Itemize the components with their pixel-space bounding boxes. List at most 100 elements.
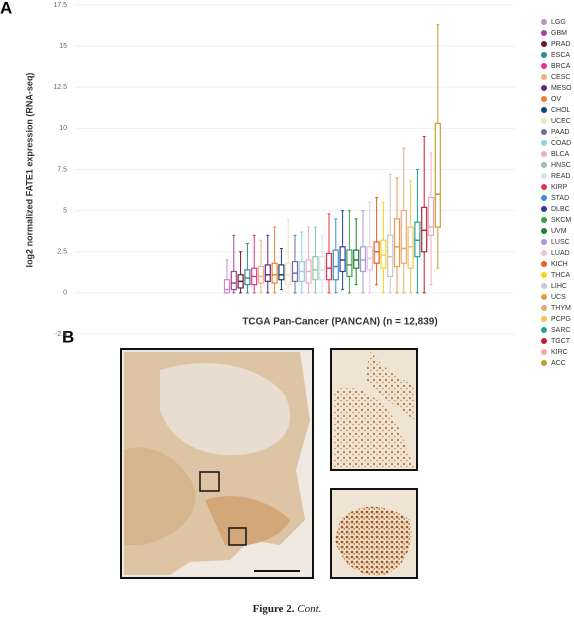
legend-label: DLBC (551, 206, 570, 213)
legend-swatch (541, 217, 547, 223)
box (332, 249, 339, 281)
legend-label: KIRC (551, 349, 568, 356)
legend-swatch (541, 250, 547, 256)
legend-swatch (541, 74, 547, 80)
legend-swatch (541, 85, 547, 91)
legend-swatch (541, 283, 547, 289)
y-axis-label: log2 normalized FATE1 expression (RNA-se… (24, 73, 34, 268)
histology-zoom (330, 348, 418, 579)
box (257, 265, 265, 284)
box (387, 234, 394, 278)
legend-swatch (541, 206, 547, 212)
legend-label: SARC (551, 327, 570, 334)
y-tick-label: 15 (59, 43, 67, 50)
legend-swatch (541, 63, 547, 69)
histology-image (120, 348, 314, 579)
box (346, 249, 353, 278)
box (264, 264, 271, 282)
box (407, 226, 414, 269)
box (325, 252, 333, 281)
tissue (160, 363, 290, 456)
legend-label: BRCA (551, 63, 571, 70)
zoom-box (228, 527, 247, 546)
legend-swatch (541, 195, 547, 201)
legend-swatch (541, 228, 547, 234)
legend-swatch (541, 96, 547, 102)
legend-label: THYM (551, 305, 571, 312)
box (278, 264, 285, 281)
legend-swatch (541, 107, 547, 113)
legend-label: CHOL (551, 107, 571, 114)
legend-swatch (541, 305, 547, 311)
box (380, 239, 387, 269)
y-tick-label: 17.5 (53, 2, 67, 9)
legend-label: THCA (551, 272, 570, 279)
legend-swatch (541, 52, 547, 58)
box (393, 218, 401, 268)
legend-label: UCEC (551, 118, 571, 125)
y-tick-label: 7.5 (57, 166, 67, 173)
box (414, 221, 421, 258)
tissue (205, 496, 290, 546)
legend-label: GBM (551, 30, 567, 37)
legend-label: KICH (551, 261, 568, 268)
legend-swatch (541, 261, 547, 267)
box (427, 196, 435, 236)
legend-swatch (541, 338, 547, 344)
legend-swatch (541, 184, 547, 190)
y-tick-label: 10 (59, 125, 67, 132)
stained-cells (365, 351, 415, 420)
tissue (124, 447, 196, 545)
legend-label: SKCM (551, 217, 571, 224)
legend-swatch (541, 272, 547, 278)
legend-label: COAD (551, 140, 571, 147)
legend-swatch (541, 349, 547, 355)
zoom-box (199, 471, 220, 492)
box (271, 262, 278, 284)
legend-label: ESCA (551, 52, 570, 59)
y-tick-label: 2.5 (57, 249, 67, 256)
caption-label: Figure 2. (253, 603, 295, 615)
legend-swatch (541, 162, 547, 168)
legend-swatch (541, 30, 547, 36)
legend-label: STAD (551, 195, 569, 202)
legend-label: HNSC (551, 162, 571, 169)
legend-label: KIRP (551, 184, 568, 191)
legend-label: READ (551, 173, 570, 180)
box (223, 279, 231, 294)
legend-swatch (541, 41, 547, 47)
box (373, 241, 380, 264)
legend-label: PRAD (551, 41, 570, 48)
box (319, 256, 326, 281)
y-tick-label: 5 (63, 207, 67, 214)
legend-label: LGG (551, 19, 566, 26)
legend-swatch (541, 173, 547, 179)
box (339, 246, 346, 273)
legend-swatch (541, 239, 547, 245)
legend-label: PAAD (551, 129, 570, 136)
legend-swatch (541, 294, 547, 300)
x-axis-label: TCGA Pan-Cancer (PANCAN) (n = 12,839) (242, 317, 437, 328)
legend-label: MESO (551, 85, 572, 92)
legend-label: BLCA (551, 151, 570, 158)
legend-label: LUAD (551, 250, 570, 257)
stained-cells (335, 506, 412, 576)
legend-swatch (541, 360, 547, 366)
caption: Figure 2. Cont. (253, 603, 322, 615)
legend-label: UCS (551, 294, 566, 301)
box (244, 269, 251, 286)
box (359, 246, 367, 273)
legend-swatch (541, 140, 547, 146)
legend-swatch (541, 19, 547, 25)
legend-label: TGCT (551, 338, 571, 345)
legend-swatch (541, 151, 547, 157)
legend-swatch (541, 327, 547, 333)
box (312, 256, 319, 281)
panel-label: A (0, 0, 12, 17)
legend-swatch (541, 316, 547, 322)
box (291, 261, 299, 282)
legend-label: UVM (551, 228, 567, 235)
box (230, 270, 237, 291)
legend-swatch (541, 129, 547, 135)
